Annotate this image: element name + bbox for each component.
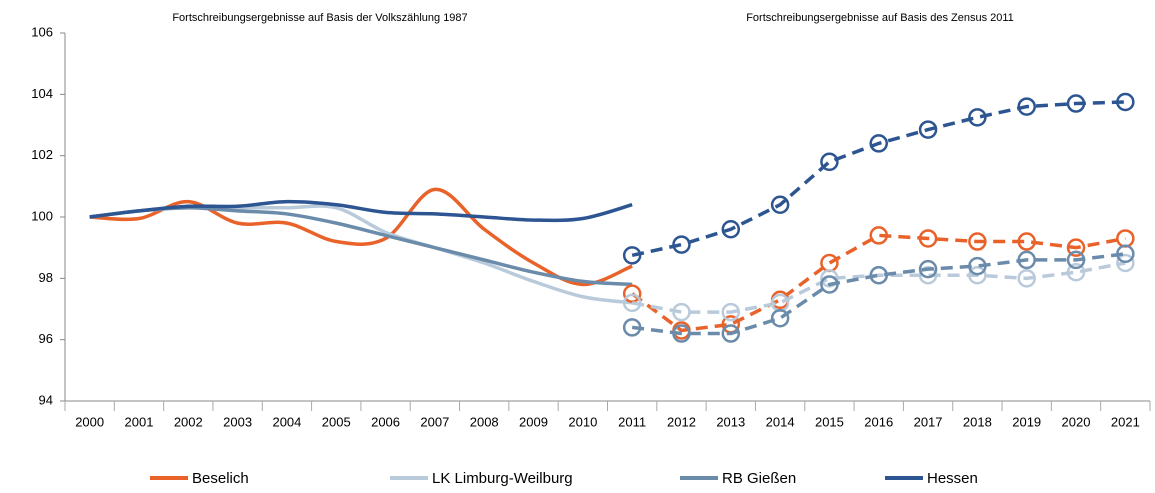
marker bbox=[1116, 244, 1135, 264]
legend-label: Hessen bbox=[927, 470, 978, 487]
x-tick-label: 2005 bbox=[322, 414, 351, 429]
x-tick-label: 2002 bbox=[174, 414, 203, 429]
marker bbox=[770, 195, 790, 214]
marker bbox=[869, 134, 888, 153]
annotation: Fortschreibungsergebnisse auf Basis des … bbox=[746, 12, 1014, 24]
legend-label: Beselich bbox=[192, 470, 249, 487]
zensus-line bbox=[631, 100, 1126, 258]
marker bbox=[869, 266, 888, 285]
x-tick-label: 2019 bbox=[1012, 414, 1041, 429]
marker bbox=[721, 220, 741, 239]
marker bbox=[1116, 253, 1135, 273]
marker bbox=[1066, 250, 1086, 270]
marker bbox=[820, 152, 839, 172]
zensus-line bbox=[631, 261, 1126, 314]
series-line bbox=[89, 187, 633, 287]
marker bbox=[770, 308, 790, 328]
marker bbox=[672, 235, 691, 254]
series-line bbox=[89, 199, 633, 223]
y-tick-label: 98 bbox=[39, 270, 53, 285]
x-tick-label: 2012 bbox=[667, 414, 696, 429]
x-tick-label: 2017 bbox=[914, 414, 943, 429]
y-tick-label: 106 bbox=[31, 24, 53, 39]
marker bbox=[622, 246, 642, 265]
x-tick-label: 2003 bbox=[223, 414, 252, 429]
marker bbox=[1017, 232, 1036, 251]
marker bbox=[622, 293, 642, 313]
y-tick-label: 94 bbox=[39, 392, 53, 407]
legend-label: RB Gießen bbox=[722, 470, 796, 487]
marker bbox=[1017, 97, 1036, 116]
marker bbox=[721, 302, 741, 322]
y-tick-label: 100 bbox=[31, 208, 53, 223]
x-tick-label: 2014 bbox=[766, 414, 795, 429]
marker bbox=[968, 256, 987, 276]
marker bbox=[918, 120, 938, 139]
marker bbox=[622, 284, 642, 303]
y-tick-label: 96 bbox=[39, 331, 53, 346]
x-tick-label: 2000 bbox=[75, 414, 104, 429]
marker bbox=[1066, 238, 1086, 257]
marker bbox=[918, 229, 938, 248]
marker bbox=[1017, 250, 1036, 270]
marker bbox=[721, 324, 741, 343]
x-tick-label: 2011 bbox=[618, 414, 646, 429]
legend-label: LK Limburg-Weilburg bbox=[432, 470, 573, 487]
x-tick-label: 2016 bbox=[864, 414, 893, 429]
marker bbox=[622, 318, 642, 337]
marker bbox=[820, 253, 839, 273]
marker bbox=[968, 108, 987, 127]
marker bbox=[1017, 269, 1036, 288]
marker bbox=[1066, 94, 1086, 113]
marker bbox=[672, 302, 691, 322]
x-tick-label: 2020 bbox=[1062, 414, 1091, 429]
x-tick-label: 2018 bbox=[963, 414, 992, 429]
zensus-line bbox=[631, 252, 1126, 336]
x-tick-label: 2015 bbox=[815, 414, 844, 429]
x-tick-label: 2004 bbox=[272, 414, 301, 429]
marker bbox=[820, 275, 839, 294]
x-tick-label: 2021 bbox=[1111, 414, 1140, 429]
x-tick-label: 2009 bbox=[519, 414, 548, 429]
marker bbox=[968, 266, 987, 285]
x-tick-label: 2008 bbox=[470, 414, 499, 429]
marker bbox=[672, 324, 691, 343]
x-tick-label: 2006 bbox=[371, 414, 400, 429]
y-tick-label: 102 bbox=[31, 147, 53, 162]
x-tick-label: 2007 bbox=[420, 414, 449, 429]
y-tick-label: 104 bbox=[31, 86, 53, 101]
x-tick-label: 2001 bbox=[125, 414, 154, 429]
x-tick-label: 2013 bbox=[716, 414, 745, 429]
marker bbox=[1116, 92, 1135, 112]
marker bbox=[968, 232, 987, 251]
marker bbox=[1066, 262, 1086, 282]
x-tick-label: 2010 bbox=[568, 414, 597, 429]
marker bbox=[869, 226, 888, 245]
marker bbox=[918, 266, 938, 285]
annotation: Fortschreibungsergebnisse auf Basis der … bbox=[172, 12, 467, 24]
marker bbox=[918, 259, 938, 279]
